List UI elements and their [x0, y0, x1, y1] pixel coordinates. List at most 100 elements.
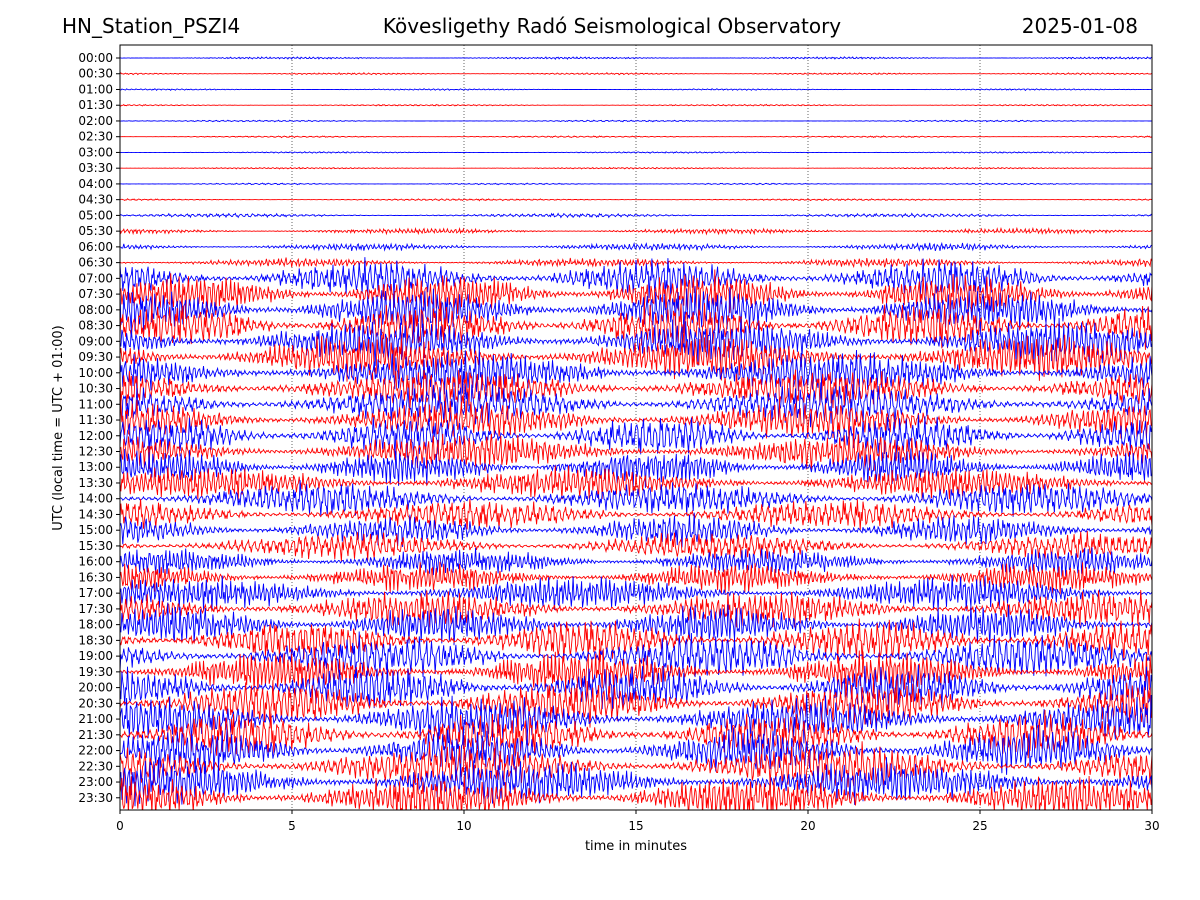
y-tick-label: 02:00: [78, 114, 113, 128]
y-tick-label: 01:00: [78, 82, 113, 96]
trace-1830: [120, 618, 1152, 664]
x-tick-label: 10: [456, 819, 471, 833]
y-tick-label: 16:30: [78, 570, 113, 584]
trace-0400: [120, 182, 1152, 186]
y-tick-label: 21:30: [78, 728, 113, 742]
y-tick-label: 02:30: [78, 130, 113, 144]
y-tick-label: 16:00: [78, 555, 113, 569]
y-tick-label: 12:30: [78, 445, 113, 459]
trace-0700: [120, 257, 1152, 298]
trace-2000: [120, 661, 1152, 711]
y-tick-label: 11:30: [78, 413, 113, 427]
y-tick-label: 18:30: [78, 633, 113, 647]
y-tick-label: 03:30: [78, 161, 113, 175]
trace-0930: [120, 334, 1152, 382]
record-date: 2025-01-08: [1021, 14, 1138, 38]
y-tick-label: 23:00: [78, 775, 113, 789]
trace-1800: [120, 602, 1152, 647]
y-tick-label: 20:00: [78, 681, 113, 695]
trace-0730: [120, 269, 1152, 320]
y-tick-label: 08:00: [78, 303, 113, 317]
trace-1530: [120, 530, 1152, 562]
x-tick-label: 5: [288, 819, 296, 833]
trace-1330: [120, 465, 1152, 501]
y-tick-label: 19:00: [78, 649, 113, 663]
y-tick-label: 15:30: [78, 539, 113, 553]
y-tick-label: 07:00: [78, 271, 113, 285]
y-tick-label: 01:30: [78, 98, 113, 112]
y-tick-label: 14:30: [78, 507, 113, 521]
y-tick-label: 05:00: [78, 208, 113, 222]
trace-0030: [120, 71, 1152, 76]
trace-1130: [120, 399, 1152, 440]
trace-1900: [120, 631, 1152, 678]
trace-2330: [120, 775, 1152, 810]
trace-0500: [120, 212, 1152, 219]
y-tick-label: 17:30: [78, 602, 113, 616]
trace-0300: [120, 150, 1152, 154]
x-axis: 0 5 10 15 20 25 30: [116, 810, 1160, 833]
trace-1730: [120, 590, 1152, 628]
y-tick-label: 05:30: [78, 224, 113, 238]
trace-1430: [120, 498, 1152, 531]
trace-1030: [120, 369, 1152, 410]
y-tick-label: 13:30: [78, 476, 113, 490]
trace-0800: [120, 286, 1152, 336]
y-tick-label: 19:30: [78, 665, 113, 679]
y-tick-label: 00:00: [78, 51, 113, 65]
trace-0130: [120, 103, 1152, 107]
y-tick-label: 23:30: [78, 791, 113, 805]
trace-1600: [120, 547, 1152, 577]
trace-0430: [120, 198, 1152, 202]
y-tick-label: 10:00: [78, 366, 113, 380]
y-tick-label: 06:30: [78, 256, 113, 270]
trace-1400: [120, 480, 1152, 517]
trace-0230: [120, 135, 1152, 139]
trace-0200: [120, 119, 1152, 123]
trace-1200: [120, 414, 1152, 459]
y-tick-label: 15:00: [78, 523, 113, 537]
y-tick-label: 07:30: [78, 287, 113, 301]
y-tick-label: 10:30: [78, 382, 113, 396]
y-tick-label: 04:00: [78, 177, 113, 191]
trace-1500: [120, 512, 1152, 548]
x-tick-label: 20: [800, 819, 815, 833]
y-tick-label: 22:00: [78, 744, 113, 758]
trace-1300: [120, 448, 1152, 488]
trace-2030: [120, 678, 1152, 729]
y-tick-label: 20:30: [78, 696, 113, 710]
x-tick-label: 30: [1144, 819, 1159, 833]
trace-1930: [120, 648, 1152, 694]
trace-1230: [120, 431, 1152, 471]
trace-1000: [120, 347, 1152, 396]
x-tick-label: 15: [628, 819, 643, 833]
x-tick-label: 0: [116, 819, 124, 833]
station-name: HN_Station_PSZI4: [62, 14, 241, 38]
trace-2130: [120, 708, 1152, 761]
x-tick-label: 25: [972, 819, 987, 833]
x-axis-label: time in minutes: [585, 839, 687, 854]
chart-title: Kövesligethy Radó Seismological Observat…: [382, 14, 842, 38]
y-tick-label: 04:30: [78, 193, 113, 207]
y-tick-label: 11:00: [78, 397, 113, 411]
trace-0530: [120, 226, 1152, 236]
y-tick-label: 22:30: [78, 759, 113, 773]
y-tick-label: 03:00: [78, 145, 113, 159]
trace-0330: [120, 166, 1152, 170]
trace-2100: [120, 694, 1152, 744]
trace-group: [120, 56, 1152, 810]
trace-0000: [120, 56, 1152, 61]
y-tick-label: 09:00: [78, 334, 113, 348]
trace-1100: [120, 382, 1152, 428]
y-tick-label: 14:00: [78, 492, 113, 506]
y-tick-label: 12:00: [78, 429, 113, 443]
trace-2200: [120, 724, 1152, 775]
trace-0100: [120, 88, 1152, 92]
trace-2230: [120, 741, 1152, 788]
y-tick-label: 00:30: [78, 67, 113, 81]
y-tick-label: 17:00: [78, 586, 113, 600]
y-tick-label: 08:30: [78, 319, 113, 333]
trace-0600: [120, 241, 1152, 252]
